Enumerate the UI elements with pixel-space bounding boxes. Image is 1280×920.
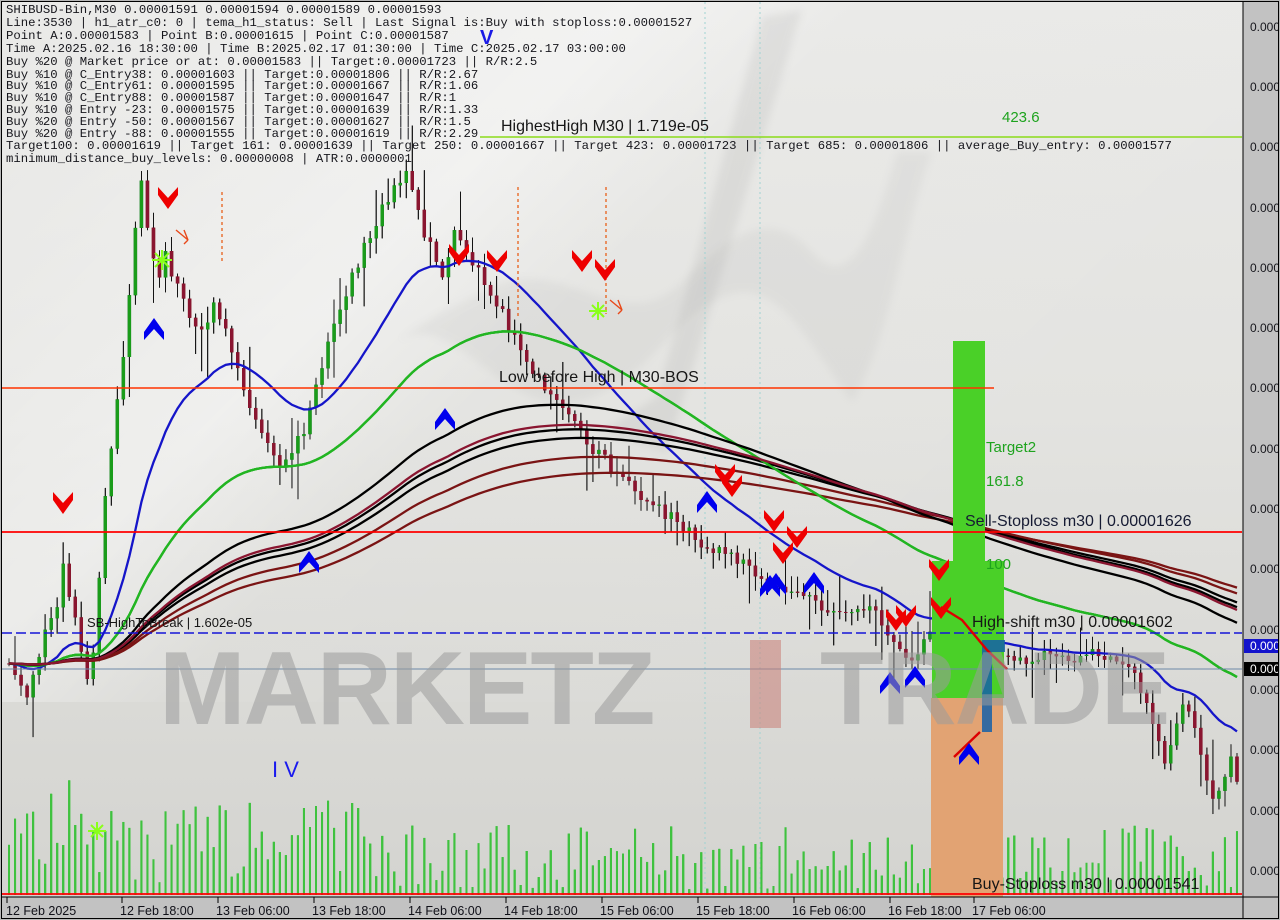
svg-text:0.000: 0.000 <box>1250 864 1279 878</box>
svg-text:17 Feb 06:00: 17 Feb 06:00 <box>972 904 1046 918</box>
svg-text:I V: I V <box>272 757 299 782</box>
svg-text:Low before High | M30-BOS: Low before High | M30-BOS <box>499 369 699 386</box>
svg-text:14 Feb 18:00: 14 Feb 18:00 <box>504 904 578 918</box>
svg-text:12 Feb 18:00: 12 Feb 18:00 <box>120 904 194 918</box>
svg-text:0.000: 0.000 <box>1250 381 1279 395</box>
svg-text:Buy-Stoploss m30 | 0.00001541: Buy-Stoploss m30 | 0.00001541 <box>972 876 1200 893</box>
svg-text:0.000: 0.000 <box>1250 321 1279 335</box>
svg-text:0.000: 0.000 <box>1250 442 1279 456</box>
svg-text:0.000: 0.000 <box>1250 662 1279 676</box>
svg-text:423.6: 423.6 <box>1002 109 1040 126</box>
svg-text:Point A:0.00001583 | Point B:0: Point A:0.00001583 | Point B:0.00001615 … <box>6 29 449 43</box>
svg-text:15 Feb 18:00: 15 Feb 18:00 <box>696 904 770 918</box>
svg-text:0.000: 0.000 <box>1250 804 1279 818</box>
svg-text:0.000: 0.000 <box>1250 201 1279 215</box>
svg-text:Line:3530 | h1_atr_c0: 0 | tem: Line:3530 | h1_atr_c0: 0 | tema_h1_statu… <box>6 16 692 30</box>
svg-text:Target2: Target2 <box>986 439 1036 456</box>
svg-text:High-shift m30 | 0.00001602: High-shift m30 | 0.00001602 <box>972 614 1173 631</box>
svg-text:161.8: 161.8 <box>986 473 1024 490</box>
svg-text:16 Feb 18:00: 16 Feb 18:00 <box>888 904 962 918</box>
svg-text:14 Feb 06:00: 14 Feb 06:00 <box>408 904 482 918</box>
svg-text:13 Feb 06:00: 13 Feb 06:00 <box>216 904 290 918</box>
svg-text:Time A:2025.02.16 18:30:00 | T: Time A:2025.02.16 18:30:00 | Time B:2025… <box>6 42 626 56</box>
svg-text:0.000: 0.000 <box>1250 20 1279 34</box>
svg-text:V: V <box>480 27 494 49</box>
svg-text:0.000: 0.000 <box>1250 502 1279 516</box>
svg-text:0.000: 0.000 <box>1250 623 1279 637</box>
svg-text:0.000: 0.000 <box>1250 80 1279 94</box>
svg-text:minimum_distance_buy_levels: 0: minimum_distance_buy_levels: 0.00000008 … <box>6 152 412 166</box>
svg-text:0.000: 0.000 <box>1250 140 1279 154</box>
svg-text:Sell-Stoploss m30 | 0.00001626: Sell-Stoploss m30 | 0.00001626 <box>965 513 1192 530</box>
svg-text:Target100: 0.00001619 || Targe: Target100: 0.00001619 || Target 161: 0.0… <box>6 139 1172 153</box>
svg-text:MARKETZ: MARKETZ <box>159 631 653 747</box>
svg-text:0.000: 0.000 <box>1250 639 1279 653</box>
svg-text:15 Feb 06:00: 15 Feb 06:00 <box>600 904 674 918</box>
svg-text:13 Feb 18:00: 13 Feb 18:00 <box>312 904 386 918</box>
svg-text:TRADE: TRADE <box>820 631 1168 747</box>
svg-text:0.000: 0.000 <box>1250 261 1279 275</box>
svg-text:16 Feb 06:00: 16 Feb 06:00 <box>792 904 866 918</box>
svg-text:SB-HighToBreak | 1.602e-05: SB-HighToBreak | 1.602e-05 <box>87 615 252 630</box>
svg-text:0.000: 0.000 <box>1250 683 1279 697</box>
svg-text:0.000: 0.000 <box>1250 562 1279 576</box>
svg-text:SHIBUSD-Bin,M30 0.00001591 0.: SHIBUSD-Bin,M30 0.00001591 0.00001594 0.… <box>6 3 441 17</box>
svg-text:12 Feb 2025: 12 Feb 2025 <box>6 904 76 918</box>
svg-text:0.000: 0.000 <box>1250 743 1279 757</box>
svg-text:100: 100 <box>986 556 1011 573</box>
svg-text:HighestHigh M30 | 1.719e-05: HighestHigh M30 | 1.719e-05 <box>501 118 709 135</box>
svg-text:Buy %20 @ Market price or at:: Buy %20 @ Market price or at: 0.00001583… <box>6 55 537 69</box>
